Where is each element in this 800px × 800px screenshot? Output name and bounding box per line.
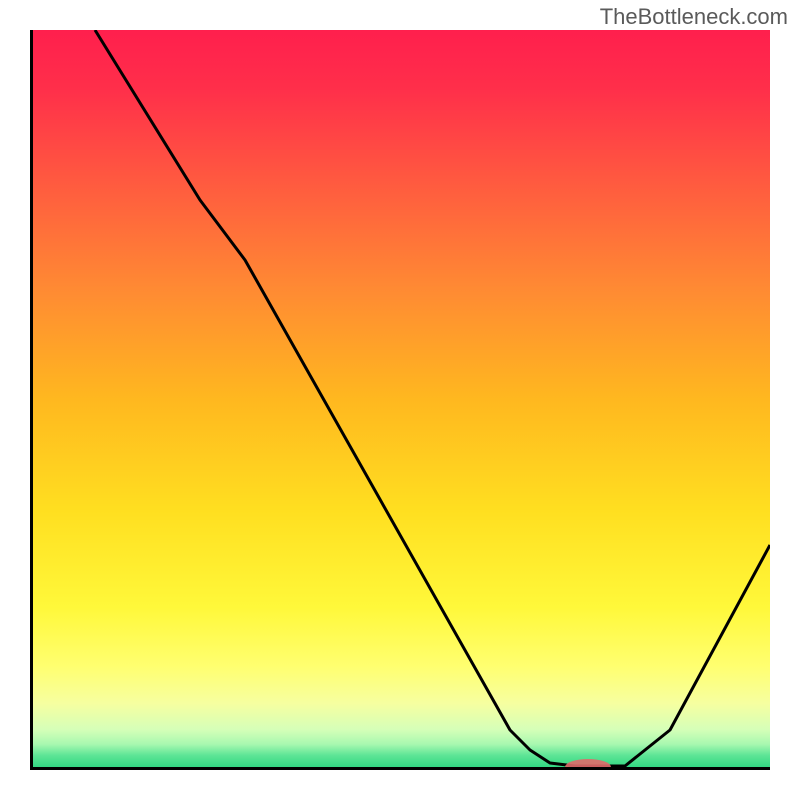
chart-plot-area [30,30,770,770]
gradient-background [30,30,770,770]
chart-container: TheBottleneck.com [0,0,800,800]
y-axis [30,30,33,770]
watermark-text: TheBottleneck.com [600,4,788,30]
chart-svg [30,30,770,770]
x-axis [30,767,770,770]
